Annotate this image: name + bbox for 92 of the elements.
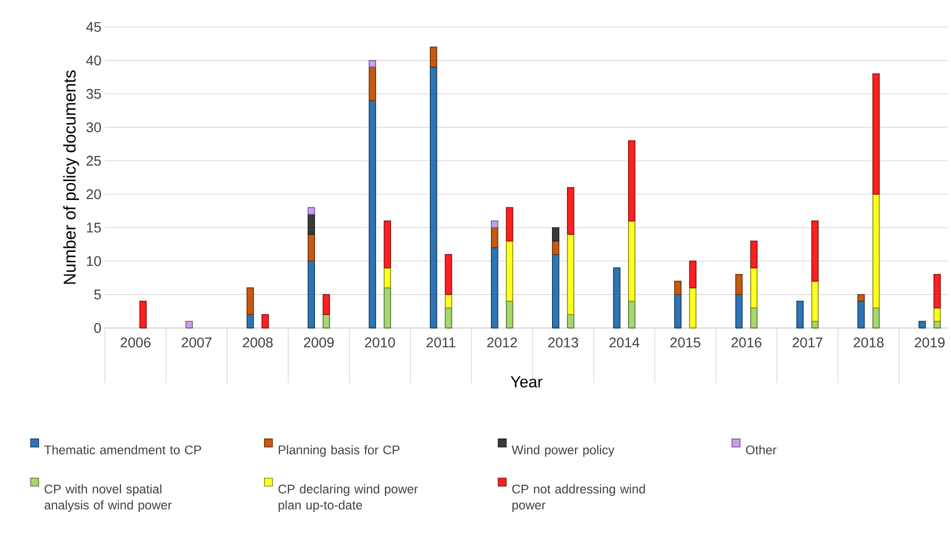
bar	[735, 274, 743, 295]
y-axis-title: Number of policy documents	[63, 70, 80, 284]
y-tick-label: 30	[86, 122, 101, 132]
bar	[872, 73, 880, 195]
y-tick-label: 5	[94, 290, 101, 300]
bar	[933, 320, 941, 328]
bar	[322, 314, 330, 328]
legend-label: Other	[746, 445, 776, 454]
bar	[384, 287, 392, 328]
bar	[628, 220, 636, 302]
bar	[139, 300, 147, 328]
x-tick-label: 2012	[487, 338, 517, 348]
x-tick-label: 2016	[732, 338, 762, 348]
bar	[689, 287, 696, 328]
bar	[735, 294, 743, 328]
bar	[308, 260, 315, 328]
bar	[246, 287, 254, 316]
bar	[918, 320, 926, 328]
bar	[872, 307, 880, 328]
bar	[796, 300, 804, 328]
bar	[566, 187, 574, 235]
bar	[750, 307, 758, 328]
bar	[811, 220, 819, 282]
x-tick-label: 2013	[548, 338, 578, 348]
x-tick-label: 2019	[914, 338, 945, 348]
bar	[689, 260, 696, 288]
legend-label: Thematic amendment to CP	[44, 445, 202, 454]
y-tick-label: 10	[86, 256, 101, 266]
bar	[857, 300, 865, 328]
x-tick-label: 2018	[854, 338, 884, 348]
x-tick-label: 2015	[670, 338, 700, 348]
x-tick-label: 2008	[242, 338, 273, 348]
bar	[444, 254, 452, 295]
bar	[444, 307, 452, 328]
bar	[308, 234, 315, 262]
bar	[552, 254, 560, 328]
bar	[490, 227, 498, 248]
bar	[552, 227, 560, 242]
bar	[430, 46, 438, 68]
y-tick-label: 40	[86, 55, 101, 66]
legend-label: CP not addressing wind power	[512, 484, 645, 512]
bar	[308, 207, 315, 215]
bar	[490, 247, 498, 328]
bar	[384, 267, 392, 288]
x-tick-label: 2007	[182, 338, 212, 348]
bar	[566, 234, 574, 316]
x-tick-label: 2006	[120, 338, 150, 348]
bar	[933, 274, 941, 308]
y-tick-label: 45	[86, 22, 101, 32]
y-tick-label: 20	[86, 189, 101, 200]
bar	[368, 66, 376, 102]
x-tick-label: 2014	[609, 338, 640, 348]
bar	[933, 307, 941, 322]
x-tick-label: 2009	[304, 338, 334, 348]
bar	[506, 240, 514, 302]
bar	[872, 194, 880, 308]
bar	[430, 66, 438, 328]
bar	[368, 60, 376, 68]
bar	[322, 294, 330, 316]
bar	[628, 140, 636, 222]
legend-label: CP with novel spatial analysis of wind power	[44, 484, 172, 512]
bar	[674, 294, 682, 328]
bar	[308, 214, 315, 235]
x-tick-label: 2017	[792, 338, 822, 348]
bar	[613, 267, 620, 328]
x-tick-label: 2011	[426, 338, 456, 348]
bar	[186, 320, 193, 328]
legend-label: Planning basis for CP	[278, 445, 400, 457]
legend-label: Wind power policy	[512, 445, 614, 457]
bar	[750, 267, 758, 308]
bar	[628, 300, 636, 328]
y-tick-label: 35	[86, 88, 101, 99]
legend-label: CP declaring wind power plan up-to-date	[278, 484, 418, 512]
bar	[857, 294, 865, 302]
bar	[368, 100, 376, 328]
y-tick-label: 25	[86, 156, 101, 166]
y-tick-label: 15	[86, 222, 101, 233]
bar	[506, 300, 514, 328]
bar	[811, 280, 819, 322]
bar	[552, 240, 560, 255]
bar	[674, 280, 682, 295]
bar	[262, 314, 269, 328]
bar	[444, 294, 452, 308]
bar	[566, 314, 574, 328]
bar	[246, 314, 254, 328]
x-tick-label: 2010	[365, 338, 395, 348]
y-tick-label: 0	[94, 323, 101, 333]
bar	[490, 220, 498, 228]
bar	[506, 207, 514, 242]
bar	[384, 220, 392, 268]
bar	[750, 240, 758, 268]
x-axis-title: Year	[510, 376, 542, 388]
